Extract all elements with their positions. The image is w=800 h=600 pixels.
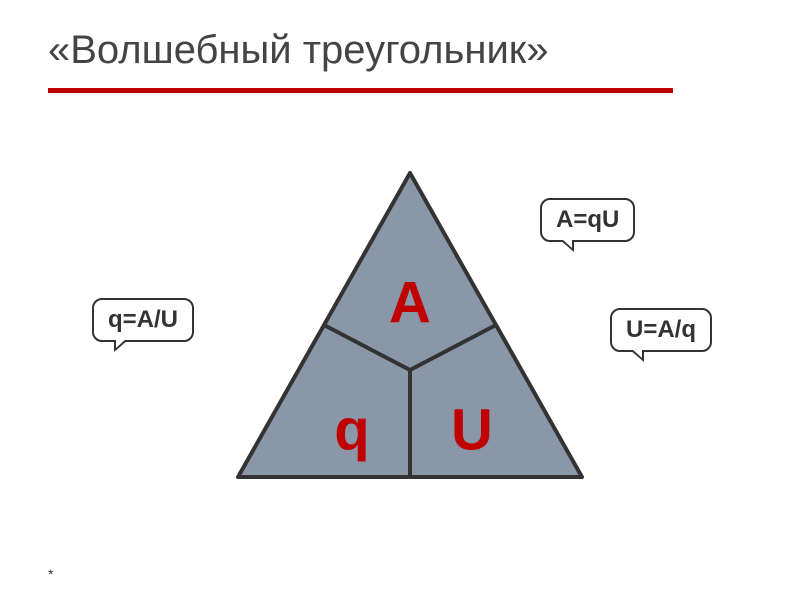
callout-right-text: U=A/q <box>626 316 696 343</box>
magic-triangle: A q U <box>230 165 590 485</box>
callout-tail-icon <box>114 340 128 352</box>
callout-right: U=A/q <box>610 308 712 352</box>
callout-tail-icon <box>560 240 574 252</box>
triangle-label-bottom-right: U <box>451 397 493 464</box>
callout-top-right-text: A=qU <box>556 206 619 233</box>
callout-tail-icon <box>630 350 644 362</box>
triangle-label-top: A <box>389 270 431 337</box>
footnote-asterisk: * <box>48 566 53 582</box>
page-title: «Волшебный треугольник» <box>48 28 549 73</box>
callout-left: q=A/U <box>92 298 194 342</box>
callout-top-right: A=qU <box>540 198 635 242</box>
triangle-label-bottom-left: q <box>334 397 369 464</box>
callout-left-text: q=A/U <box>108 306 178 333</box>
title-underline <box>48 88 673 93</box>
